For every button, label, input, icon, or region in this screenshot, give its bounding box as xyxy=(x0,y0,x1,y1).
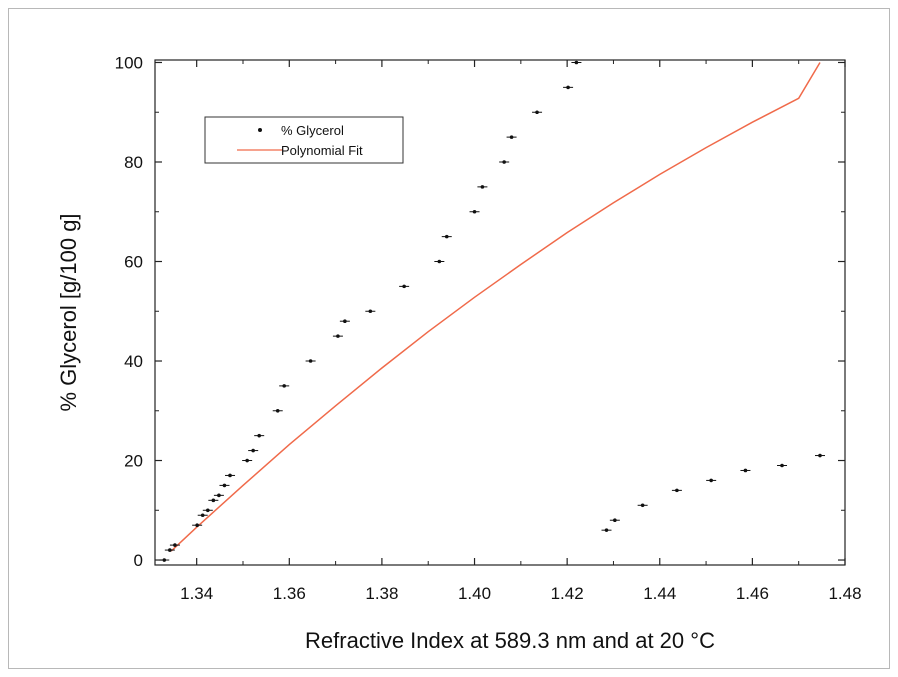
data-point xyxy=(200,513,205,518)
data-point xyxy=(245,458,249,463)
legend-label-fit: Polynomial Fit xyxy=(281,143,363,158)
data-point xyxy=(613,518,617,523)
legend-box xyxy=(204,116,404,164)
data-point xyxy=(282,384,287,388)
y-axis-title: % Glycerol [g/100 g] xyxy=(56,213,81,411)
data-point xyxy=(162,558,167,562)
y-tick-label: 100 xyxy=(115,53,143,72)
x-tick-labels: 1.34 1.36 1.38 1.40 1.42 1.44 1.46 1.48 xyxy=(180,584,861,603)
data-point xyxy=(480,185,485,189)
y-tick-label: 20 xyxy=(124,452,143,471)
series-layer xyxy=(159,60,825,562)
data-point xyxy=(336,334,340,338)
y-tick-label: 40 xyxy=(124,352,143,371)
data-point xyxy=(743,468,748,473)
data-point xyxy=(437,259,442,264)
y-tick-labels: 0 20 40 60 80 100 xyxy=(115,53,143,570)
legend-label-glycerol: % Glycerol xyxy=(281,123,344,138)
data-point xyxy=(251,448,255,453)
data-point xyxy=(818,453,822,458)
data-point xyxy=(502,160,506,164)
data-point xyxy=(574,60,579,65)
x-tick-label: 1.48 xyxy=(828,584,861,603)
y-tick-label: 80 xyxy=(124,153,143,172)
data-point xyxy=(217,493,221,498)
plot-area xyxy=(154,59,846,566)
x-tick-label: 1.40 xyxy=(458,584,491,603)
data-point xyxy=(257,433,261,438)
data-point xyxy=(675,488,679,493)
data-point xyxy=(509,135,514,139)
data-point xyxy=(472,209,477,214)
data-point xyxy=(173,543,177,547)
y-tick-label: 60 xyxy=(124,253,143,272)
data-point xyxy=(308,359,313,363)
data-point xyxy=(709,478,713,483)
data-point xyxy=(402,284,406,289)
data-point xyxy=(368,309,373,314)
data-point xyxy=(444,234,449,239)
data-point xyxy=(566,85,570,90)
data-point xyxy=(222,483,227,488)
x-tick-label: 1.42 xyxy=(551,584,584,603)
axis-ticks xyxy=(155,60,846,565)
legend-point-marker xyxy=(258,128,262,132)
x-tick-label: 1.44 xyxy=(643,584,676,603)
fit-line xyxy=(170,62,821,552)
data-point xyxy=(780,463,784,468)
data-point xyxy=(195,523,199,527)
y-tick-label: 0 xyxy=(134,551,143,570)
x-axis-title: Refractive Index at 589.3 nm and at 20 °… xyxy=(305,628,715,653)
data-point xyxy=(640,503,645,508)
data-point xyxy=(211,498,216,503)
data-point xyxy=(168,548,172,552)
data-point xyxy=(343,319,347,324)
x-tick-label: 1.36 xyxy=(273,584,306,603)
data-point xyxy=(228,473,232,478)
legend: % Glycerol Polynomial Fit xyxy=(204,116,404,164)
data-point xyxy=(275,408,280,413)
x-tick-label: 1.34 xyxy=(180,584,213,603)
data-point xyxy=(604,528,609,532)
data-point xyxy=(205,508,210,513)
data-point xyxy=(535,110,539,115)
x-tick-label: 1.38 xyxy=(365,584,398,603)
x-tick-label: 1.46 xyxy=(736,584,769,603)
